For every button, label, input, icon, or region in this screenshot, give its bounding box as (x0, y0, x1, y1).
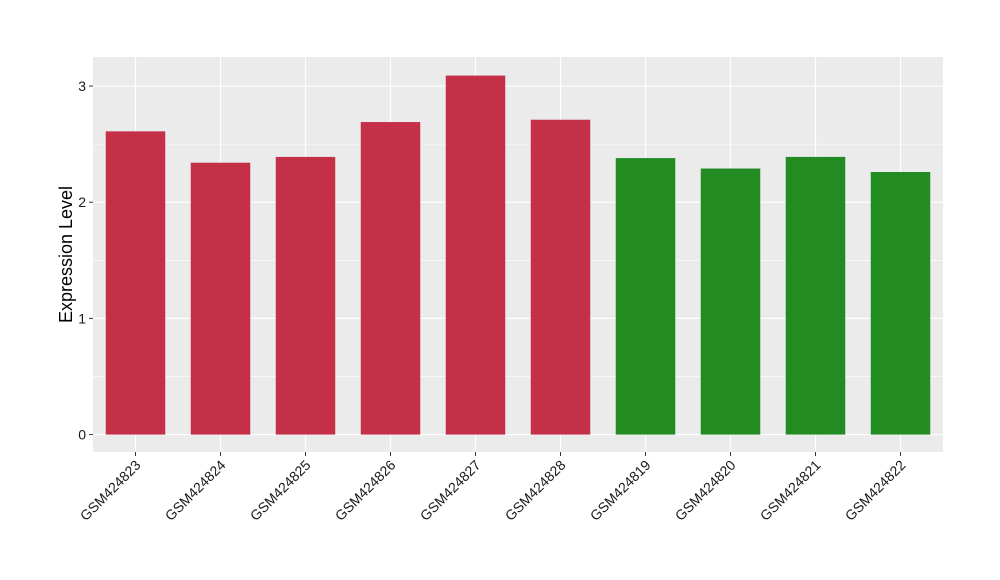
x-tick-label: GSM424819 (587, 457, 654, 524)
bar-GSM424819 (615, 158, 676, 435)
bar-GSM424828 (530, 119, 591, 435)
x-axis: GSM424823 GSM424824 GSM424825 GSM424826 GSM4… (77, 452, 909, 524)
y-tick-label: 1 (78, 310, 86, 326)
x-tick-label: GSM424828 (502, 457, 569, 524)
x-tick-label: GSM424821 (757, 457, 824, 524)
y-axis-title: Expression Level (56, 186, 76, 323)
y-tick-label: 3 (78, 78, 86, 94)
y-axis: 0 1 2 3 (78, 78, 93, 443)
y-tick-label: 2 (78, 194, 86, 210)
x-tick-label: GSM424824 (162, 457, 229, 524)
x-tick-label: GSM424820 (672, 457, 739, 524)
x-tick-label: GSM424822 (842, 457, 909, 524)
bars-group (105, 75, 931, 435)
x-tick-label: GSM424825 (247, 457, 314, 524)
bar-GSM424822 (870, 172, 931, 435)
y-tick-label: 0 (78, 427, 86, 443)
bar-GSM424821 (785, 156, 846, 435)
x-tick-label: GSM424823 (77, 457, 144, 524)
x-tick-label: GSM424826 (332, 457, 399, 524)
bar-GSM424826 (360, 122, 421, 435)
bar-GSM424820 (700, 168, 761, 435)
bar-GSM424827 (445, 75, 506, 435)
bar-GSM424825 (275, 156, 336, 435)
x-tick-label: GSM424827 (417, 457, 484, 524)
bar-GSM424824 (190, 162, 251, 435)
bar-GSM424823 (105, 131, 166, 435)
